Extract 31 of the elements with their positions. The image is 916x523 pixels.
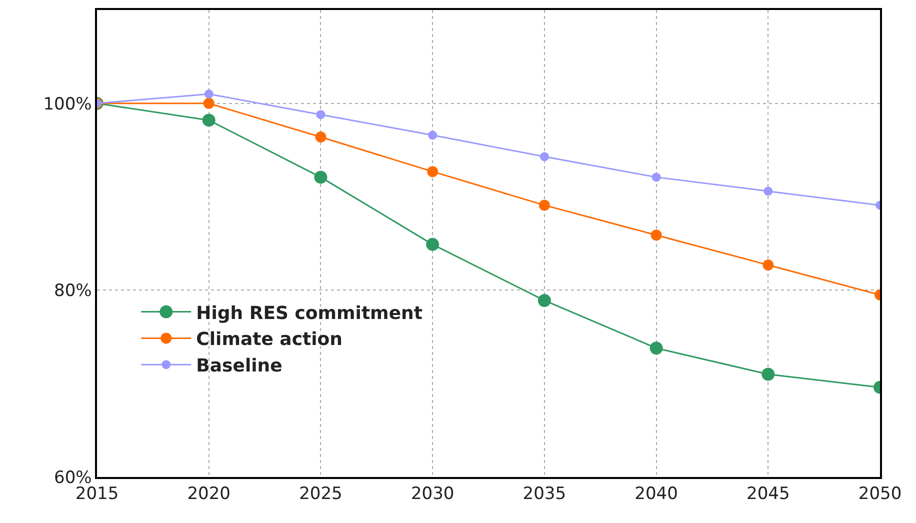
point (762, 368, 775, 381)
point (202, 114, 216, 127)
legend-label: High RES commitment (196, 302, 423, 324)
y-tick-label: 80% (54, 281, 92, 302)
x-tick-label: 2020 (187, 484, 230, 504)
point (650, 342, 663, 355)
point (650, 230, 662, 241)
x-tick-label: 2030 (410, 484, 454, 504)
legend-label: Baseline (196, 356, 282, 377)
point (314, 170, 328, 184)
point (540, 152, 549, 162)
point (315, 132, 326, 143)
y-tick-label: 100% (43, 94, 92, 114)
point (203, 98, 214, 109)
point (538, 294, 551, 307)
point (427, 166, 438, 178)
x-tick-label: 2035 (522, 484, 566, 504)
legend-label: Climate action (196, 329, 342, 350)
point (428, 130, 438, 140)
x-tick-label: 2050 (858, 484, 902, 504)
x-tick-label: 2040 (634, 484, 678, 504)
point (762, 259, 774, 270)
point (538, 200, 550, 211)
point (204, 90, 214, 99)
point (764, 186, 773, 196)
point (426, 238, 440, 251)
point (316, 110, 326, 120)
x-tick-label: 2025 (299, 484, 342, 504)
point (652, 172, 661, 182)
x-tick-label: 2015 (75, 484, 119, 504)
x-tick-label: 2045 (746, 484, 790, 504)
